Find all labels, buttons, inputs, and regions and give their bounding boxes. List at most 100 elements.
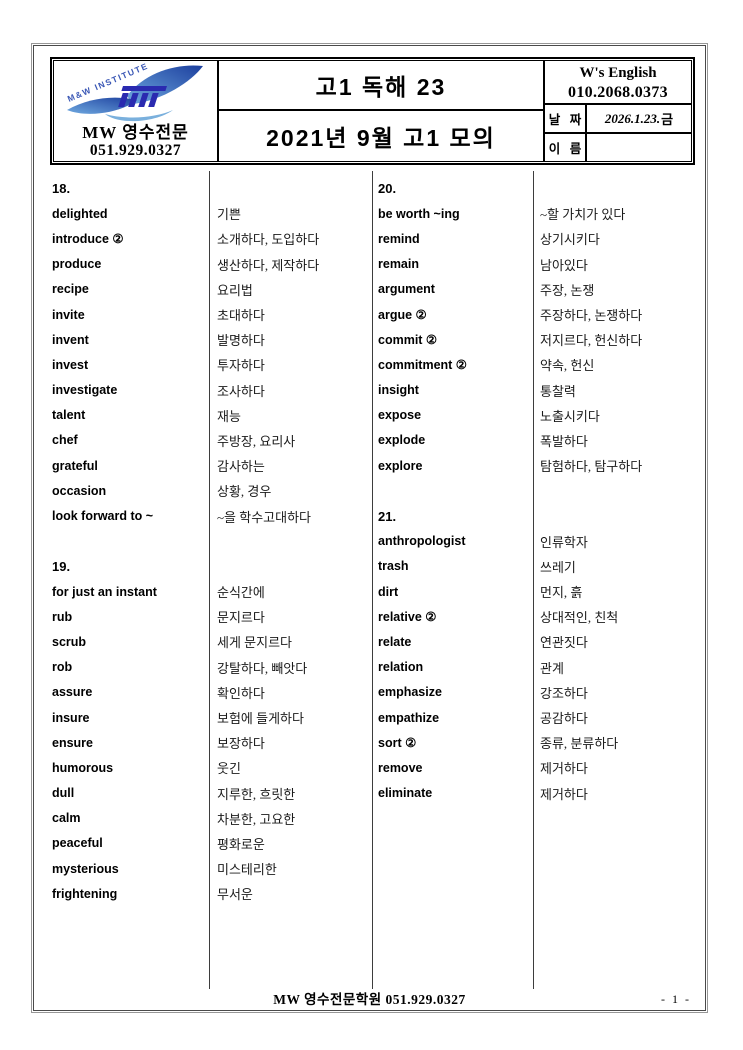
english-word: remove xyxy=(378,760,423,775)
vocab-row: invent 발명하다 xyxy=(45,327,372,352)
vocab-row: ensure 보장하다 xyxy=(45,730,372,755)
korean-meaning: 소개하다, 도입하다 xyxy=(217,232,320,248)
english-word: produce xyxy=(52,257,102,272)
english-word: relate xyxy=(378,634,412,649)
section-number-row: 19. xyxy=(45,554,372,579)
vocab-row: assure 확인하다 xyxy=(45,680,372,705)
english-word: insight xyxy=(378,383,419,398)
korean-meaning: 투자하다 xyxy=(217,358,265,374)
mw-wings-logo-icon: M&W INSTITUTE xyxy=(65,62,203,122)
english-word: remain xyxy=(378,257,419,272)
section-number: 21. xyxy=(378,508,397,524)
academy-name: MW 영수전문 xyxy=(82,123,189,143)
korean-meaning: 순식간에 xyxy=(217,585,265,601)
vocab-row: sort ② 종류, 분류하다 xyxy=(373,730,705,755)
english-word: argue ② xyxy=(378,308,427,323)
vocab-row: frightening 무서운 xyxy=(45,881,372,906)
vocab-row: trash 쓰레기 xyxy=(373,554,705,579)
korean-meaning: 남아있다 xyxy=(540,257,588,273)
vocab-row: remain 남아있다 xyxy=(373,252,705,277)
vocab-row: talent 재능 xyxy=(45,403,372,428)
english-word: mysterious xyxy=(52,861,119,876)
date-text: 2026.1.23. xyxy=(604,110,661,126)
vocab-row: be worth ~ing ~할 가치가 있다 xyxy=(373,201,705,226)
english-word: ensure xyxy=(52,735,93,750)
vocab-row: delighted 기쁜 xyxy=(45,201,372,226)
english-word: remind xyxy=(378,231,420,246)
vocab-row: investigate 조사하다 xyxy=(45,378,372,403)
korean-meaning: 공감하다 xyxy=(540,711,588,727)
vocab-row: peaceful 평화로운 xyxy=(45,831,372,856)
vocab-row: explore 탐험하다, 탐구하다 xyxy=(373,453,705,478)
korean-meaning: 감사하는 xyxy=(217,459,265,475)
korean-meaning: 문지르다 xyxy=(217,610,265,626)
name-label: 이 름 xyxy=(545,134,587,161)
vocab-row: relate 연관짓다 xyxy=(373,629,705,654)
korean-meaning: 보험에 들게하다 xyxy=(217,711,304,727)
worksheet-subtitle: 2021년 9월 고1 모의 xyxy=(266,125,496,151)
korean-meaning: 주방장, 요리사 xyxy=(217,433,296,449)
english-word: rub xyxy=(52,609,73,624)
korean-meaning: 조사하다 xyxy=(217,383,265,399)
korean-meaning: 관계 xyxy=(540,660,564,676)
korean-meaning: 요리법 xyxy=(217,282,253,298)
korean-meaning: 탐험하다, 탐구하다 xyxy=(540,459,643,475)
vocab-row: explode 폭발하다 xyxy=(373,428,705,453)
korean-meaning: 쓰레기 xyxy=(540,559,576,575)
brand-phone: 010.2068.0373 xyxy=(568,83,668,101)
korean-meaning: 약속, 헌신 xyxy=(540,358,595,374)
korean-meaning: 초대하다 xyxy=(217,308,265,324)
info-cell: W's English 010.2068.0373 날 짜 2026.1.23.… xyxy=(545,61,691,161)
vocab-row: mysterious 미스테리한 xyxy=(45,856,372,881)
blank-row xyxy=(373,478,705,503)
worksheet-subtitle-row: 2021년 9월 고1 모의 xyxy=(219,111,543,161)
title-cell: 고1 독해 23 2021년 9월 고1 모의 xyxy=(219,61,545,161)
vocab-row: introduce ② 소개하다, 도입하다 xyxy=(45,226,372,251)
english-word: chef xyxy=(52,433,78,448)
korean-meaning: 저지르다, 헌신하다 xyxy=(540,333,643,349)
vocab-row: commit ② 저지르다, 헌신하다 xyxy=(373,327,705,352)
english-word: relation xyxy=(378,660,424,675)
section-number: 19. xyxy=(52,558,71,574)
english-word: scrub xyxy=(52,634,87,649)
korean-meaning: 재능 xyxy=(217,408,241,424)
korean-meaning: 평화로운 xyxy=(217,836,265,852)
korean-meaning: 웃긴 xyxy=(217,761,241,777)
english-word: dirt xyxy=(378,584,399,599)
korean-meaning: 연관짓다 xyxy=(540,635,588,651)
vocab-row: argument 주장, 논쟁 xyxy=(373,277,705,302)
worksheet-title: 고1 독해 23 xyxy=(315,74,447,100)
table-column-divider xyxy=(209,171,210,989)
section-number-row: 18. xyxy=(45,176,372,201)
vocab-row: grateful 감사하는 xyxy=(45,453,372,478)
vocab-row: relative ② 상대적인, 친척 xyxy=(373,604,705,629)
korean-meaning: 먼지, 흙 xyxy=(540,585,583,601)
english-word: occasion xyxy=(52,483,107,498)
date-value: 2026.1.23. 금 xyxy=(587,105,691,132)
korean-meaning: 생산하다, 제작하다 xyxy=(217,257,320,273)
header-frame: M&W INSTITUTE MW 영수전문 051.929.0327 xyxy=(53,60,692,162)
korean-meaning: 제거하다 xyxy=(540,786,588,802)
korean-meaning: ~을 학수고대하다 xyxy=(217,509,312,525)
english-word: explore xyxy=(378,458,423,473)
korean-meaning: 확인하다 xyxy=(217,685,265,701)
section-number-row: 21. xyxy=(373,503,705,528)
vocab-row: insure 보험에 들게하다 xyxy=(45,705,372,730)
vocab-row: dirt 먼지, 흙 xyxy=(373,579,705,604)
vocab-row: scrub 세게 문지르다 xyxy=(45,629,372,654)
english-word: relative ② xyxy=(378,610,437,625)
vocab-row: for just an instant 순식간에 xyxy=(45,579,372,604)
vocab-row: occasion 상황, 경우 xyxy=(45,478,372,503)
name-value xyxy=(587,134,691,161)
date-weekday: 금 xyxy=(661,112,674,127)
korean-meaning: 상대적인, 친척 xyxy=(540,610,619,626)
vocab-row: look forward to ~ ~을 학수고대하다 xyxy=(45,503,372,528)
english-word: introduce ② xyxy=(52,232,124,247)
english-word: argument xyxy=(378,282,435,297)
english-word: investigate xyxy=(52,383,118,398)
english-word: talent xyxy=(52,408,86,423)
vocab-row: emphasize 강조하다 xyxy=(373,680,705,705)
vocab-row: eliminate 제거하다 xyxy=(373,781,705,806)
vocab-row: dull 지루한, 흐릿한 xyxy=(45,781,372,806)
academy-phone: 051.929.0327 xyxy=(89,142,182,160)
